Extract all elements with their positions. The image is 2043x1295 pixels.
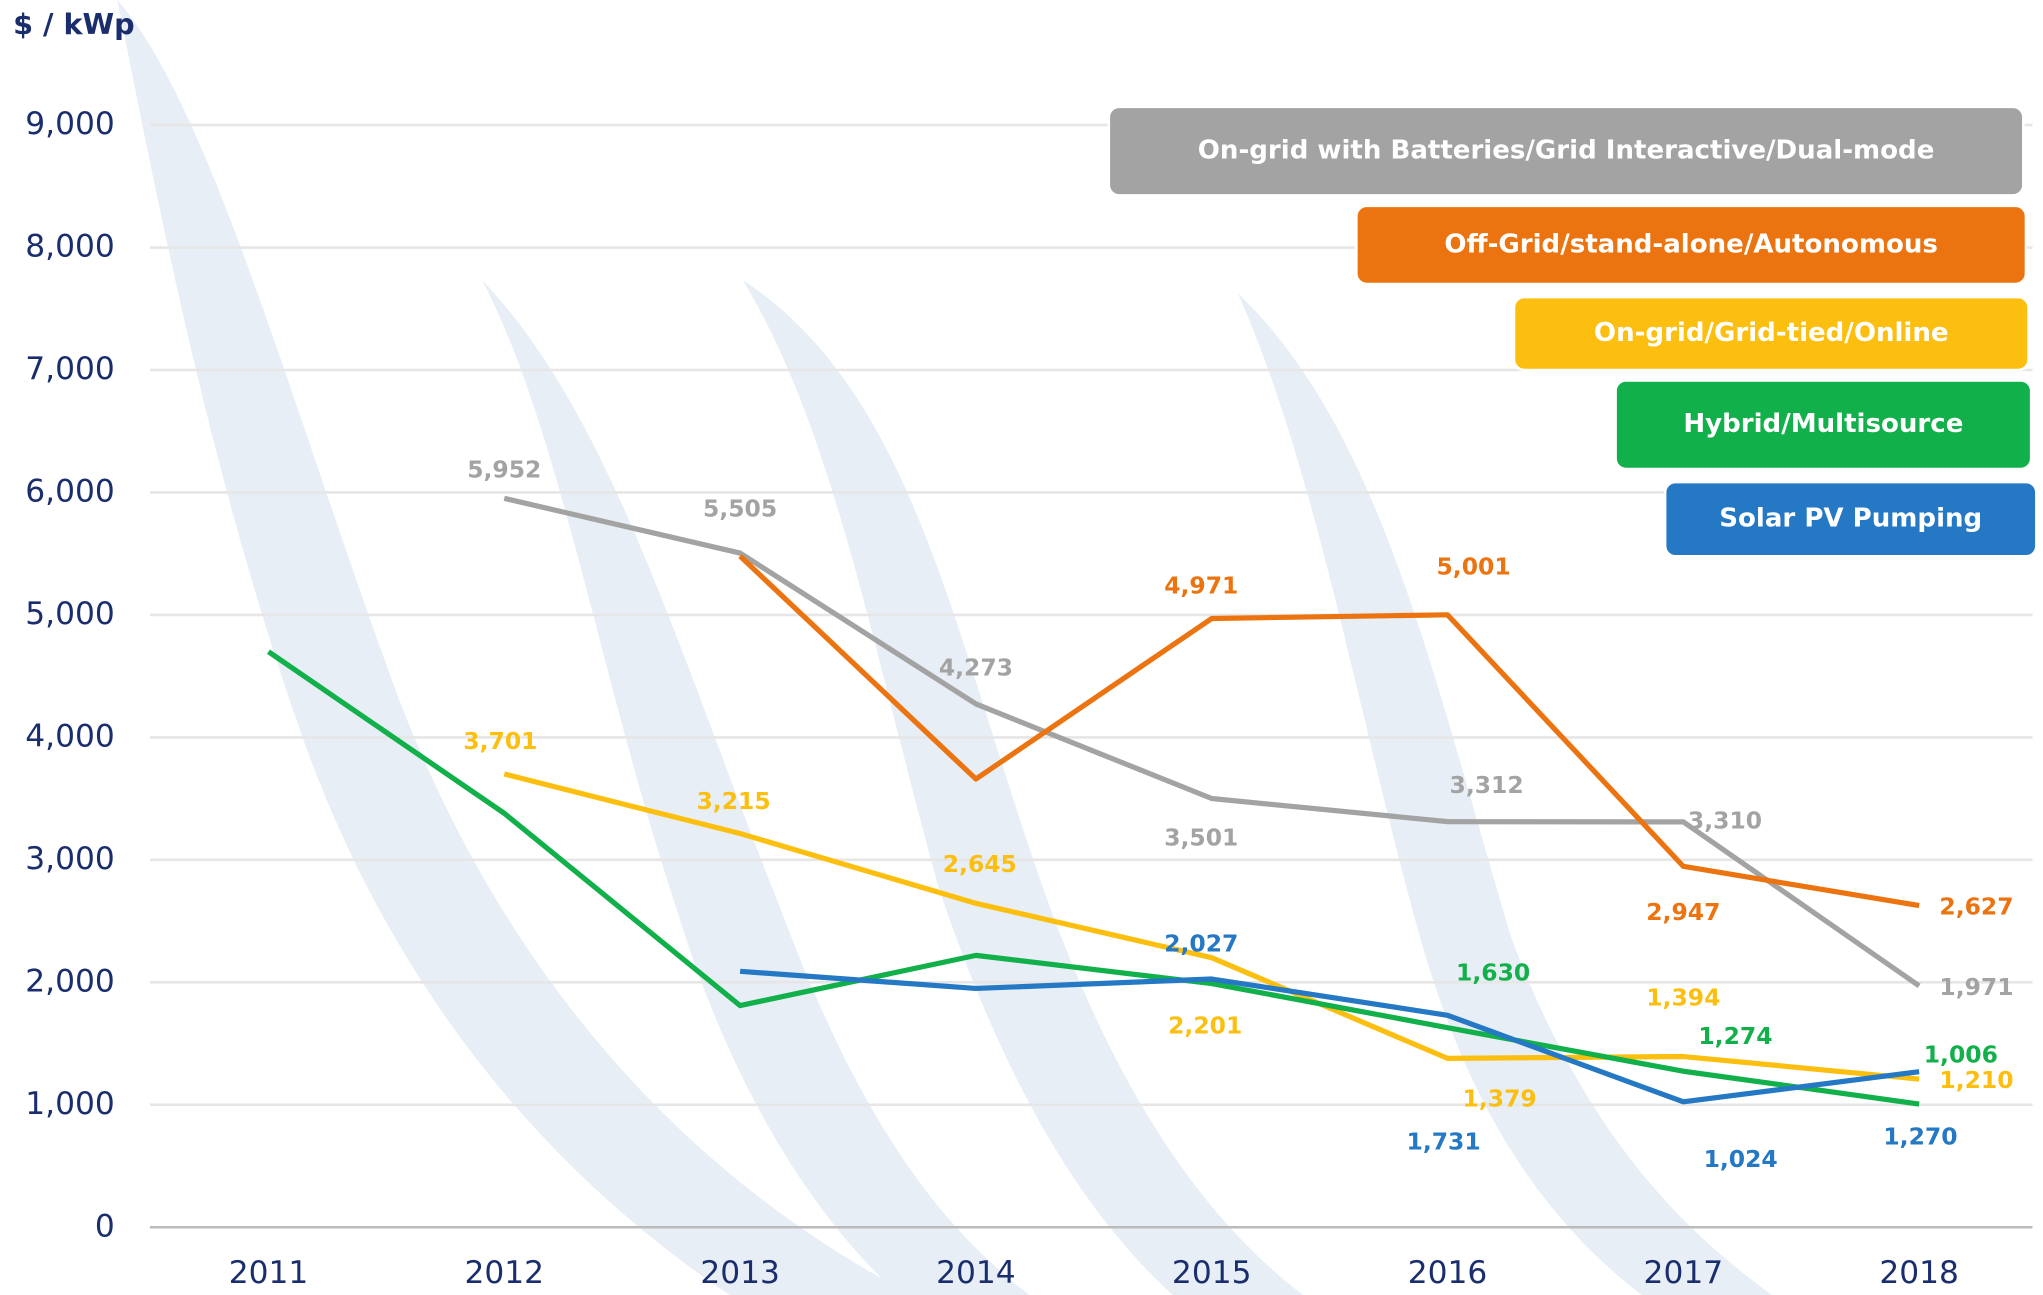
y-tick-label: 8,000 <box>25 229 114 265</box>
y-tick-label: 1,000 <box>25 1086 114 1122</box>
data-label: 1,006 <box>1924 1040 1998 1068</box>
y-tick-label: 6,000 <box>25 473 114 509</box>
y-tick-label: 0 <box>95 1208 115 1244</box>
y-tick-label: 5,000 <box>25 596 114 632</box>
data-label: 1,971 <box>1939 973 2013 1001</box>
data-label: 2,027 <box>1164 930 1238 958</box>
x-tick-label: 2016 <box>1408 1255 1488 1291</box>
series-line <box>503 771 1920 1082</box>
legend-box <box>1614 379 2033 471</box>
background-swoosh <box>117 0 1772 1295</box>
legend-label: Off-Grid/stand-alone/Autonomous <box>1444 229 1938 259</box>
data-label: 1,630 <box>1456 959 1530 987</box>
data-label: 2,201 <box>1168 1011 1242 1039</box>
y-tick-label: 2,000 <box>25 963 114 999</box>
data-label: 3,310 <box>1688 806 1762 834</box>
series-line <box>503 495 1921 989</box>
y-tick-label: 3,000 <box>25 841 114 877</box>
data-label: 2,947 <box>1646 898 1720 926</box>
data-label: 1,270 <box>1883 1123 1957 1151</box>
data-label: 2,627 <box>1939 893 2013 921</box>
y-tick-label: 9,000 <box>25 106 114 142</box>
x-tick-label: 2014 <box>936 1255 1016 1291</box>
series-line <box>738 554 1920 909</box>
y-axis-label: $ / kWp <box>13 7 135 41</box>
data-label: 3,215 <box>697 787 771 815</box>
data-label: 1,210 <box>1939 1066 2013 1094</box>
x-tick-label: 2013 <box>700 1255 780 1291</box>
data-label: 3,701 <box>463 727 537 755</box>
x-tick-label: 2015 <box>1172 1255 1252 1291</box>
data-label: 1,731 <box>1407 1127 1481 1155</box>
data-label: 1,379 <box>1463 1085 1537 1113</box>
legend-box <box>1663 480 2038 558</box>
y-tick-label: 7,000 <box>25 351 114 387</box>
data-label: 1,024 <box>1704 1145 1778 1173</box>
legend-label: On-grid/Grid-tied/Online <box>1594 318 1949 348</box>
data-label: 1,394 <box>1646 984 1720 1012</box>
legend-box <box>1512 295 2030 372</box>
data-label: 2,645 <box>943 850 1017 878</box>
data-label: 3,312 <box>1450 771 1524 799</box>
data-label: 1,274 <box>1698 1022 1772 1050</box>
x-tick-label: 2012 <box>465 1255 545 1291</box>
data-label: 4,273 <box>939 653 1013 681</box>
legend-box <box>1355 204 2028 286</box>
legend-box <box>1107 105 2025 197</box>
legend-label: Hybrid/Multisource <box>1683 409 1963 439</box>
data-label: 5,505 <box>703 495 777 523</box>
data-label: 5,952 <box>467 455 541 483</box>
series-line <box>266 649 1920 1107</box>
x-tick-label: 2011 <box>229 1255 309 1291</box>
series-line <box>739 968 1920 1105</box>
x-tick-label: 2017 <box>1644 1255 1724 1291</box>
data-label: 5,001 <box>1437 552 1511 580</box>
legend-label: On-grid with Batteries/Grid Interactive/… <box>1198 136 1935 166</box>
data-label: 4,971 <box>1164 572 1238 600</box>
y-tick-label: 4,000 <box>25 718 114 754</box>
x-tick-label: 2018 <box>1879 1255 1959 1291</box>
data-label: 3,501 <box>1164 823 1238 851</box>
legend-label: Solar PV Pumping <box>1719 504 1982 534</box>
